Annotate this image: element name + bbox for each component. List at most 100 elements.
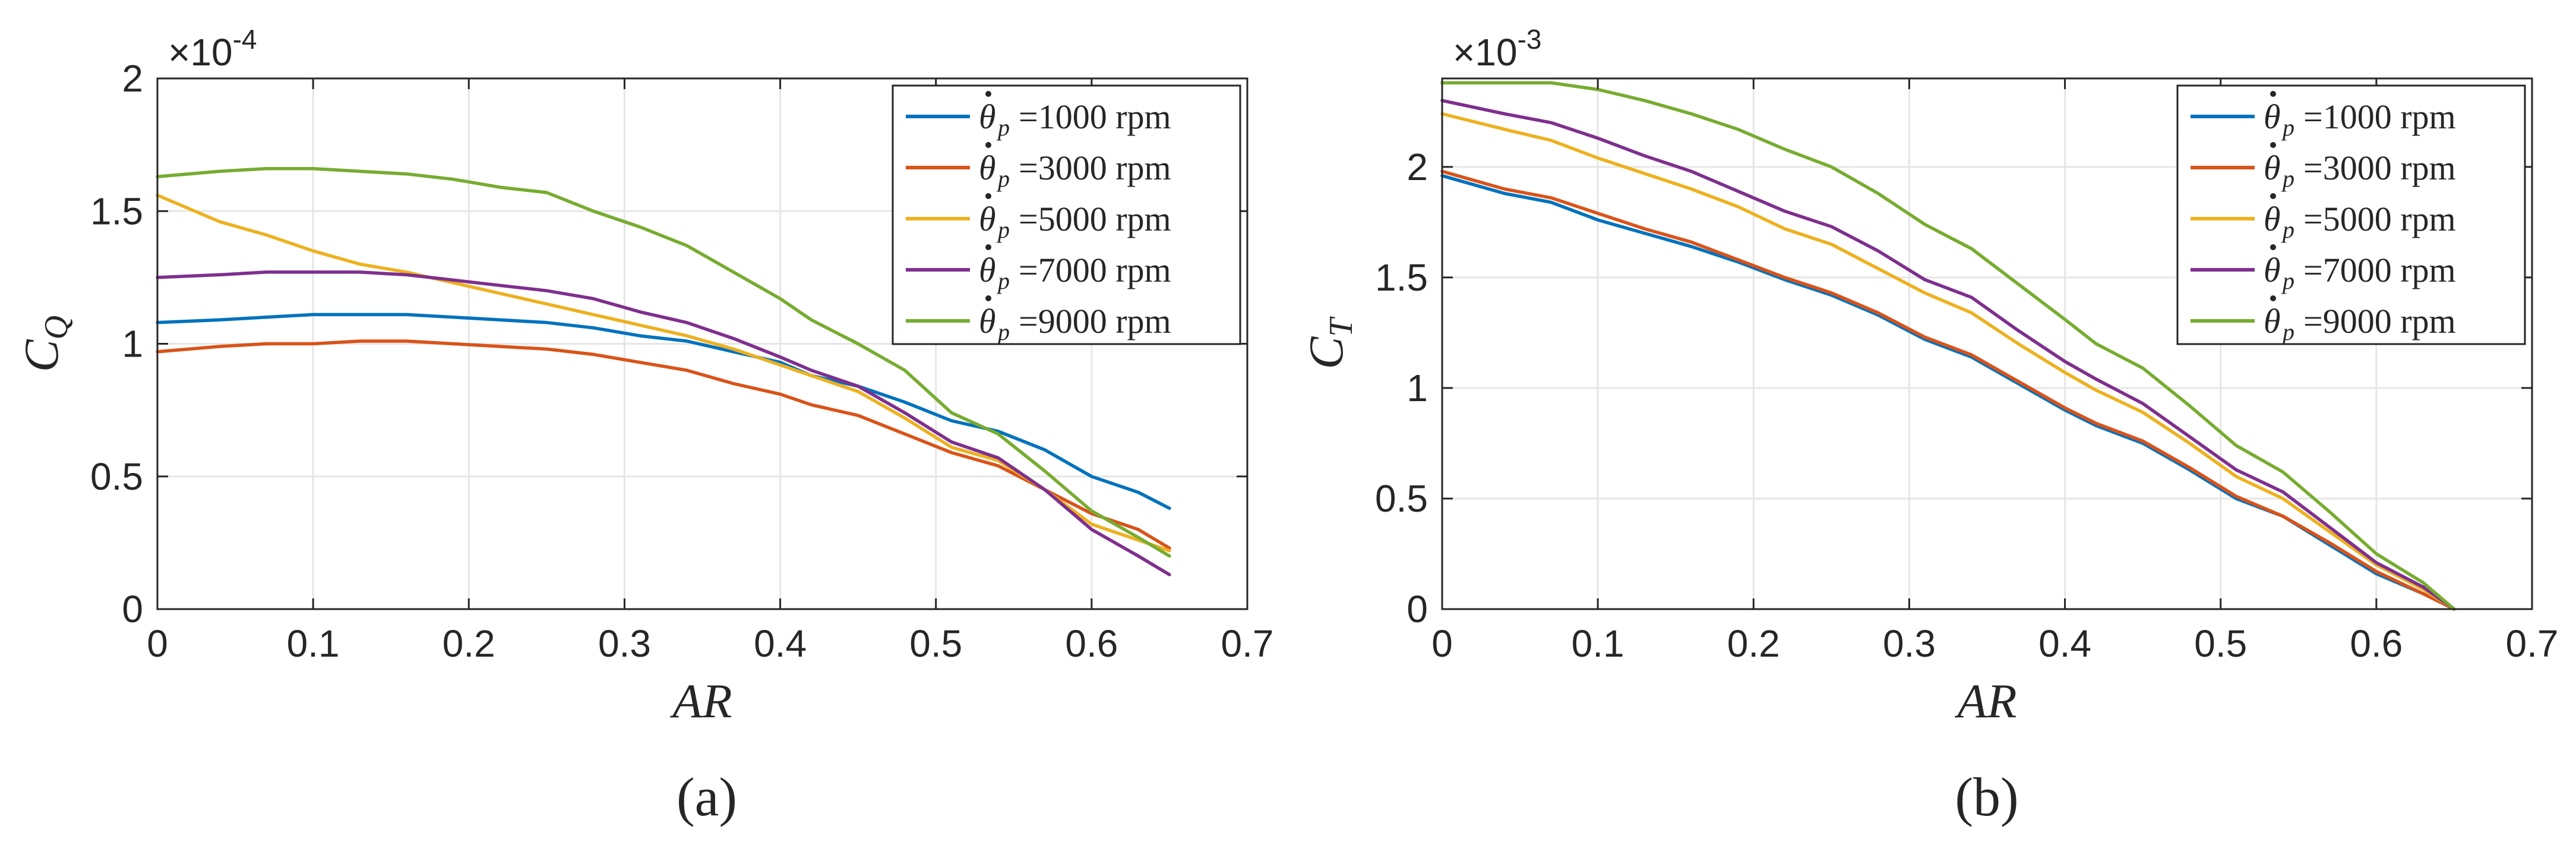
legend-symbol: θ (2264, 200, 2281, 238)
panel-b: (b) 0 0.1 0.2 0.3 0.4 0.5 0.6 0.7 0 0.5 1 1.5 2 ×10-3… (1299, 24, 2558, 827)
legend-item: θ p =7000 rpm (2191, 244, 2456, 294)
x-tick-label: 0.2 (1727, 622, 1780, 665)
legend-subscript: p (2281, 267, 2294, 294)
legend-subscript: p (996, 165, 1010, 192)
axes-box-b (1441, 77, 2533, 610)
legend-overdot (985, 91, 991, 97)
y-tick-label: 0 (1406, 588, 1428, 631)
legend-item: θ p =3000 rpm (2191, 142, 2456, 192)
panel-a: (a) 0 0.1 0.2 0.3 0.4 0.5 0.6 0.7 0 0.5 1 1.5 2 ×10-4… (14, 24, 1273, 827)
x-tick-label: 0.2 (442, 622, 495, 665)
series-line-a-4 (156, 270, 1171, 576)
legend-label: =1000 rpm (1019, 97, 1171, 136)
x-tick-label: 0.4 (754, 622, 807, 665)
legend-symbol: θ (979, 149, 996, 187)
y-tick-label: 0 (122, 588, 143, 631)
legend-subscript: p (996, 319, 1010, 345)
legend-box (892, 84, 1241, 345)
legend-item: θ p =9000 rpm (2191, 295, 2456, 345)
legend-overdot (2270, 244, 2276, 250)
x-axis-label-a: AR (669, 674, 732, 728)
axis-multiplier-b: ×10-3 (1453, 24, 1541, 74)
legend-symbol: θ (979, 97, 996, 136)
series-line-a-1 (156, 313, 1171, 510)
y-tick-label: 1.5 (90, 190, 143, 232)
series-line-a-2 (156, 339, 1171, 550)
y-tick-label: 1.5 (1375, 256, 1428, 299)
series-line-b-5 (1440, 81, 2456, 611)
legend-subscript: p (996, 114, 1010, 141)
series-line-b-2 (1440, 169, 2456, 611)
x-tick-label: 0.3 (1883, 622, 1936, 665)
legend-subscript: p (2281, 114, 2294, 141)
legend-item: θ p =1000 rpm (2191, 91, 2456, 141)
legend-overdot (2270, 193, 2276, 199)
legend-label: =1000 rpm (2303, 97, 2456, 136)
x-tick-label: 0 (1431, 622, 1453, 665)
legend-item: θ p =7000 rpm (906, 244, 1171, 294)
x-tick-label: 0.3 (598, 622, 651, 665)
legend-symbol: θ (2264, 97, 2281, 136)
legend-subscript: p (2281, 216, 2294, 243)
legend-symbol: θ (979, 251, 996, 289)
x-tick-label: 0.7 (2506, 622, 2559, 665)
y-axis-label-b: CT (1299, 316, 1360, 370)
legend-symbol: θ (979, 200, 996, 238)
legend-item: θ p =3000 rpm (906, 142, 1171, 192)
legend-item: θ p =5000 rpm (2191, 193, 2456, 243)
legend-symbol: θ (2264, 302, 2281, 341)
legend-label: =5000 rpm (2303, 200, 2456, 238)
x-tick-label: 0.5 (2194, 622, 2247, 665)
legend-label: =9000 rpm (1019, 302, 1171, 341)
x-tick-label: 0 (147, 622, 168, 665)
x-tick-label: 0.6 (1065, 622, 1118, 665)
x-tick-label: 0.4 (2038, 622, 2091, 665)
legend-label: =7000 rpm (2303, 251, 2456, 289)
x-tick-label: 0.1 (1572, 622, 1624, 665)
legend-overdot (2270, 91, 2276, 97)
legend-overdot (985, 142, 991, 148)
x-tick-label: 0.5 (909, 622, 962, 665)
y-tick-label: 1 (122, 323, 143, 365)
y-tick-label: 0.5 (90, 455, 143, 498)
legend-label: =3000 rpm (2303, 149, 2456, 187)
legend-item: θ p =9000 rpm (906, 295, 1171, 345)
legend-subscript: p (996, 216, 1010, 243)
y-tick-label: 2 (1406, 146, 1428, 188)
caption-a: (a) (677, 767, 737, 827)
legend-overdot (2270, 142, 2276, 148)
legend-overdot (985, 193, 991, 199)
y-tick-label: 0.5 (1375, 477, 1428, 520)
legend-subscript: p (2281, 319, 2294, 345)
series-line-b-3 (1440, 112, 2456, 611)
y-tick-label: 1 (1406, 367, 1428, 409)
y-axis-label-a: CQ (14, 316, 75, 372)
legend-symbol: θ (2264, 251, 2281, 289)
legend-label: =7000 rpm (1019, 251, 1171, 289)
legend-overdot (985, 295, 991, 301)
series-line-b-4 (1440, 99, 2456, 611)
legend-subscript: p (996, 267, 1010, 294)
y-tick-label: 2 (122, 57, 143, 100)
legend-label: =9000 rpm (2303, 302, 2456, 341)
legend-overdot (2270, 295, 2276, 301)
legend-label: =5000 rpm (1019, 200, 1171, 238)
caption-b: (b) (1955, 767, 2018, 827)
legend-overdot (985, 244, 991, 250)
legend-item: θ p =1000 rpm (906, 91, 1171, 141)
legend-symbol: θ (979, 302, 996, 341)
legend-box (2176, 84, 2526, 345)
legend-label: =3000 rpm (1019, 149, 1171, 187)
legend-symbol: θ (2264, 149, 2281, 187)
legend-subscript: p (2281, 165, 2294, 192)
x-tick-label: 0.1 (287, 622, 340, 665)
series-line-a-5 (156, 167, 1171, 558)
x-tick-label: 0.6 (2350, 622, 2403, 665)
legend-item: θ p =5000 rpm (906, 193, 1171, 243)
x-tick-label: 0.7 (1221, 622, 1274, 665)
x-axis-label-b: AR (1954, 674, 2016, 728)
axis-multiplier-a: ×10-4 (168, 24, 257, 74)
